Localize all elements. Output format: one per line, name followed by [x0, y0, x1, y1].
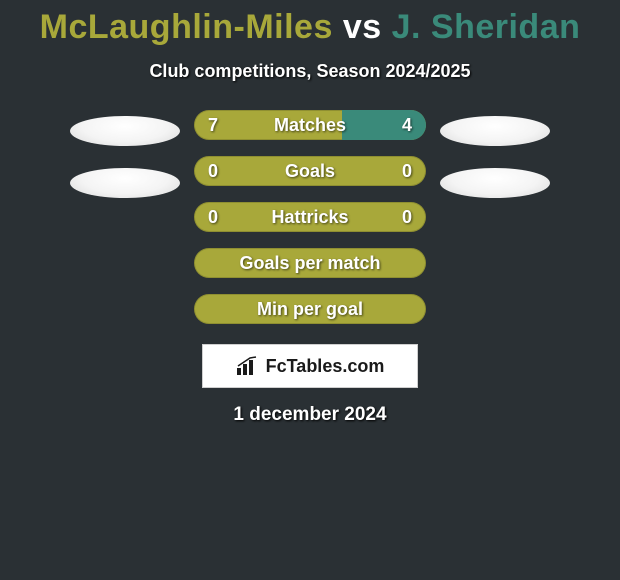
- left-club-badge: [70, 168, 180, 198]
- stat-value-right: 4: [402, 110, 412, 140]
- stats-panel: 7 Matches 4 0 Goals 0 0 Hattricks 0 Goal…: [70, 110, 550, 324]
- title-vs: vs: [343, 8, 382, 46]
- right-club-badge: [440, 116, 550, 146]
- stat-bar-min-per-goal: Min per goal: [194, 294, 426, 324]
- player1-name: McLaughlin-Miles: [40, 8, 333, 46]
- stat-label: Min per goal: [194, 294, 426, 324]
- date-label: 1 december 2024: [0, 404, 620, 426]
- stat-label: Matches: [194, 110, 426, 140]
- brand-text: FcTables.com: [266, 356, 385, 377]
- stat-label: Hattricks: [194, 202, 426, 232]
- stat-label: Goals: [194, 156, 426, 186]
- right-club-badge: [440, 168, 550, 198]
- stat-value-right: 0: [402, 202, 412, 232]
- stat-value-right: 0: [402, 156, 412, 186]
- left-badges: [70, 110, 180, 198]
- stat-bar-hattricks: 0 Hattricks 0: [194, 202, 426, 232]
- stat-bars: 7 Matches 4 0 Goals 0 0 Hattricks 0 Goal…: [194, 110, 426, 324]
- stat-label: Goals per match: [194, 248, 426, 278]
- right-badges: [440, 110, 550, 198]
- comparison-title: McLaughlin-Miles vs J. Sheridan: [0, 0, 620, 47]
- player2-name: J. Sheridan: [392, 8, 581, 46]
- stat-bar-goals: 0 Goals 0: [194, 156, 426, 186]
- stat-bar-matches: 7 Matches 4: [194, 110, 426, 140]
- bar-chart-icon: [236, 356, 260, 376]
- subtitle: Club competitions, Season 2024/2025: [0, 61, 620, 82]
- brand-box[interactable]: FcTables.com: [202, 344, 418, 388]
- left-club-badge: [70, 116, 180, 146]
- stat-bar-goals-per-match: Goals per match: [194, 248, 426, 278]
